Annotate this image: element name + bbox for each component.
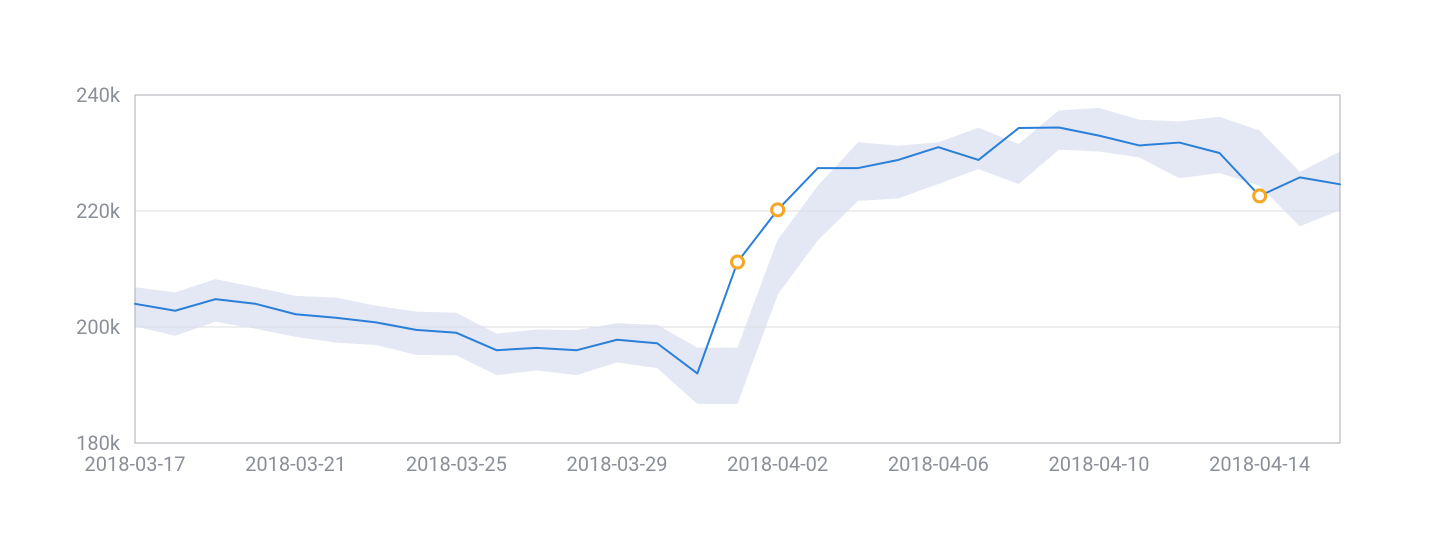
anomaly-marker <box>1254 190 1266 202</box>
y-tick-label: 240k <box>76 83 121 107</box>
y-tick-label: 200k <box>76 315 121 339</box>
chart-svg: 180k200k220k240k2018-03-172018-03-212018… <box>0 0 1440 560</box>
x-tick-label: 2018-03-25 <box>406 452 507 476</box>
x-tick-label: 2018-03-21 <box>245 452 346 476</box>
anomaly-marker <box>772 204 784 216</box>
x-tick-label: 2018-04-10 <box>1049 452 1150 476</box>
x-tick-label: 2018-03-29 <box>567 452 668 476</box>
x-tick-label: 2018-04-14 <box>1209 452 1310 476</box>
y-tick-label: 220k <box>76 199 121 223</box>
x-tick-label: 2018-03-17 <box>85 452 186 476</box>
anomaly-marker <box>732 256 744 268</box>
x-tick-label: 2018-04-06 <box>888 452 989 476</box>
timeseries-chart: 180k200k220k240k2018-03-172018-03-212018… <box>0 0 1440 560</box>
x-tick-label: 2018-04-02 <box>727 452 828 476</box>
